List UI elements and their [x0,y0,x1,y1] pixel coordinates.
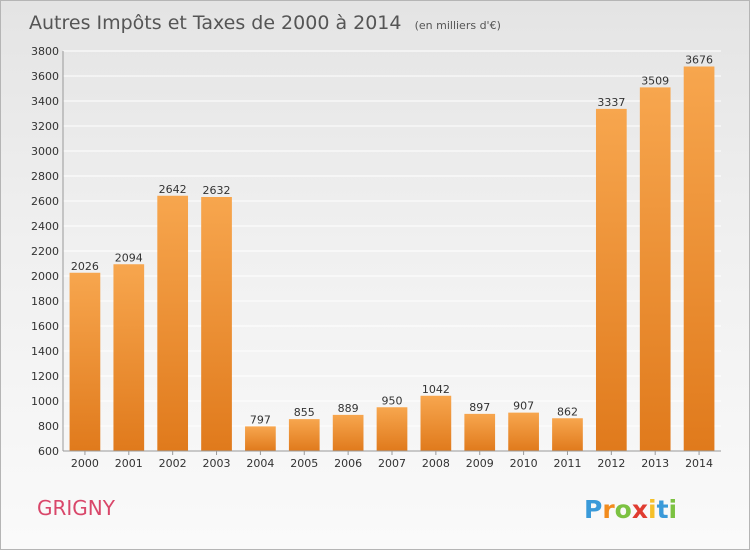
logo-letter: i [648,495,657,524]
logo-letter: i [669,495,678,524]
y-tick-label: 2400 [31,220,59,233]
x-tick-label: 2012 [597,457,625,470]
y-tick-label: 3400 [31,95,59,108]
data-label: 2094 [115,251,143,264]
logo-letter: r [602,495,615,524]
x-tick-label: 2004 [246,457,274,470]
y-tick-label: 800 [38,420,59,433]
data-label: 3337 [597,96,625,109]
data-label: 897 [469,401,490,414]
commune-name: GRIGNY [37,496,116,520]
data-label: 862 [557,405,578,418]
y-tick-label: 1800 [31,295,59,308]
logo-letter: o [615,495,632,524]
y-tick-label: 1000 [31,395,59,408]
bar [376,407,408,451]
logo-letter: t [657,495,669,524]
x-tick-label: 2013 [641,457,669,470]
y-tick-label: 2200 [31,245,59,258]
bar [595,108,627,451]
y-tick-label: 1200 [31,370,59,383]
bar [420,395,452,451]
data-label: 889 [338,402,359,415]
x-tick-label: 2000 [71,457,99,470]
bar [245,426,276,451]
bar [683,66,715,451]
bar [639,87,671,451]
data-label: 1042 [422,383,450,396]
data-label: 3509 [641,74,669,87]
x-tick-label: 2005 [290,457,318,470]
bar [508,412,539,451]
bars: 2026 2094 2642 2632 797 855 889 950 1042 897 907 86… [69,54,715,451]
y-tick-label: 3600 [31,70,59,83]
y-tick-label: 3000 [31,145,59,158]
x-tick-label: 2009 [466,457,494,470]
bar [552,418,583,451]
x-tick-label: 2010 [510,457,538,470]
chart-title: Autres Impôts et Taxes de 2000 à 2014 (e… [29,12,501,34]
data-label: 950 [382,394,403,407]
data-label: 2632 [203,184,231,197]
data-label: 797 [250,413,271,426]
y-tick-label: 2600 [31,195,59,208]
bar [332,414,364,451]
x-tick-label: 2003 [203,457,231,470]
x-axis: 2000 2001 2002 2003 2004 2005 2006 2007 2008 2009… [63,450,721,470]
x-tick-label: 2008 [422,457,450,470]
bar [201,197,232,451]
x-tick-label: 2001 [115,457,143,470]
logo-letter: x [632,495,648,524]
x-tick-label: 2007 [378,457,406,470]
data-label: 2026 [71,260,99,273]
x-tick-label: 2006 [334,457,362,470]
bar [157,195,189,451]
bar [464,413,496,451]
data-label: 907 [513,400,534,413]
y-tick-label: 1600 [31,320,59,333]
x-tick-label: 2014 [685,457,713,470]
proxiti-logo: Proxiti [584,495,677,524]
logo-letter: P [584,495,602,524]
bar [113,264,145,451]
y-tick-label: 3800 [31,45,59,58]
data-label: 3676 [685,54,713,67]
x-tick-label: 2002 [159,457,187,470]
y-tick-label: 3200 [31,120,59,133]
y-tick-label: 2000 [31,270,59,283]
x-tick-label: 2011 [553,457,581,470]
bar [288,419,320,451]
y-tick-label: 1400 [31,345,59,358]
y-tick-label: 2800 [31,170,59,183]
y-axis: 600 800 1000 1200 1400 1600 1800 2000 2200 2400 26… [31,45,64,458]
bar [69,272,101,451]
y-tick-label: 600 [38,445,59,458]
data-label: 855 [294,406,315,419]
data-label: 2642 [159,183,187,196]
